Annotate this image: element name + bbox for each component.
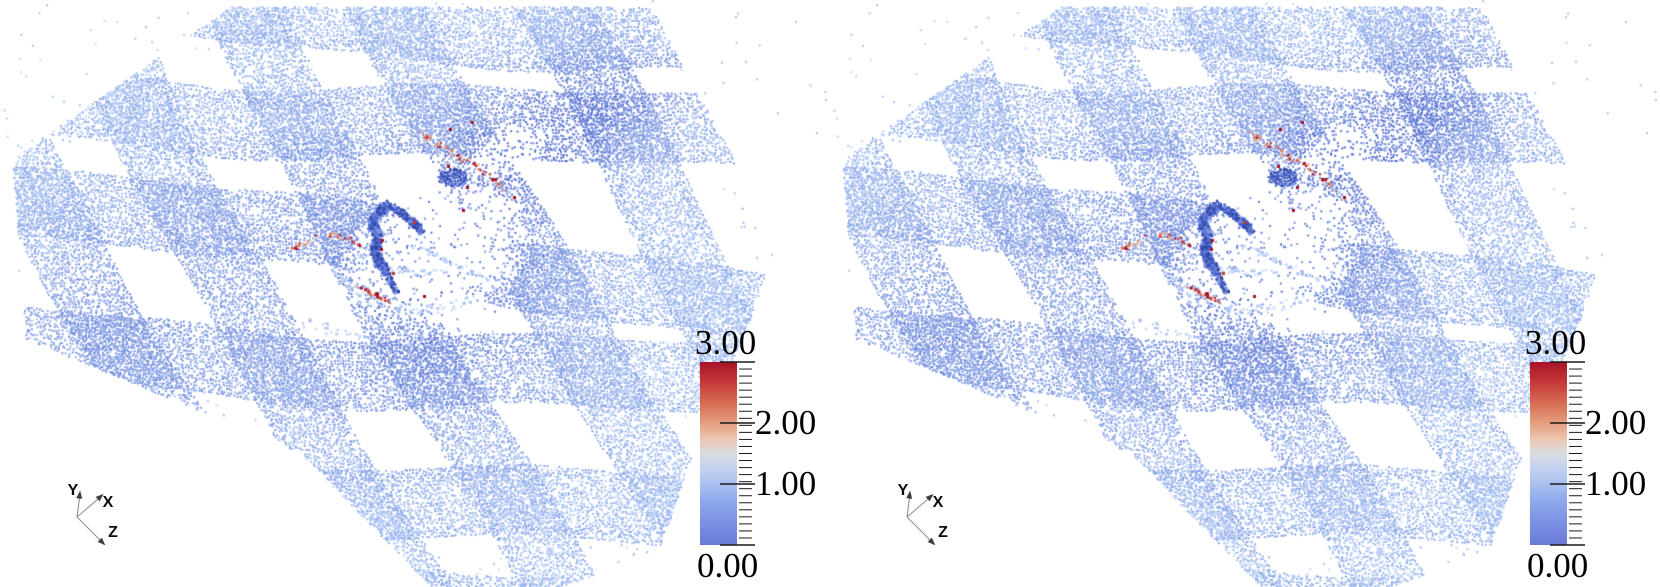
render-view-right[interactable]: 3.00 2.00 1.00 0.00 Y X Z	[830, 0, 1660, 587]
axis-line-y	[76, 497, 81, 518]
axis-arrow-z	[97, 537, 106, 546]
orientation-axes-widget: Y X Z	[68, 482, 118, 546]
render-view-left[interactable]: 3.00 2.00 1.00 0.00 Y X Z	[0, 0, 830, 587]
axis-line-z	[906, 516, 931, 541]
pointcloud-viewport-canvas[interactable]	[0, 0, 830, 587]
axis-label-x: X	[933, 494, 944, 511]
axis-line-x	[76, 498, 99, 518]
axis-label-x: X	[103, 494, 114, 511]
axis-line-x	[906, 498, 929, 518]
orientation-axes-widget: Y X Z	[898, 482, 948, 546]
axis-arrow-x	[95, 493, 104, 502]
axis-line-y	[906, 497, 911, 518]
pointcloud-viewport-canvas[interactable]	[830, 0, 1660, 587]
axis-label-z: Z	[108, 524, 118, 541]
axis-arrow-y	[906, 490, 913, 499]
axis-label-y: Y	[68, 482, 79, 499]
axis-label-y: Y	[898, 482, 909, 499]
axis-arrow-x	[925, 493, 934, 502]
axis-label-z: Z	[938, 524, 948, 541]
axis-line-z	[76, 516, 101, 541]
axis-arrow-z	[927, 537, 936, 546]
axis-arrow-y	[76, 490, 83, 499]
